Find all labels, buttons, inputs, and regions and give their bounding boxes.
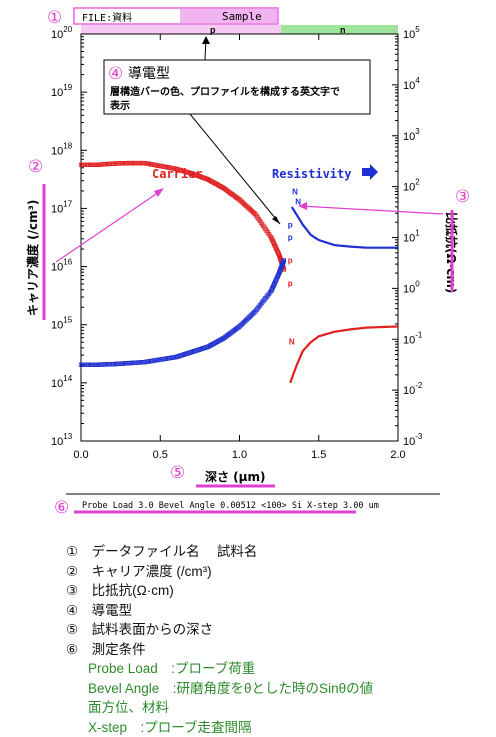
condition-probe-load: Probe Load :プローブ荷重 <box>66 659 486 679</box>
type-marker: p <box>288 233 293 242</box>
annotation-line1: 層構造バーの色、プロファイルを構成する英文字で <box>110 85 340 98</box>
y-right-tick-label: 101 <box>403 229 420 245</box>
carrier-label: Carrier <box>152 167 203 181</box>
y-left-tick-label: 1013 <box>51 432 73 448</box>
x-tick-label: 1.5 <box>311 449 326 461</box>
y-right-tick-label: 10-2 <box>403 381 423 397</box>
x-tick-label: 1.0 <box>232 449 247 461</box>
legend-item-5: ⑤ 試料表面からの深さ <box>66 620 486 640</box>
y-left-tick-label: 1014 <box>51 374 73 390</box>
type-marker: N <box>292 187 298 196</box>
y-left-tick-label: 1017 <box>51 199 73 215</box>
y-right-tick-label: 103 <box>403 127 420 143</box>
legend-item-2: ② キャリア濃度 (/cm³) <box>66 562 486 582</box>
y-right-tick-label: 10-3 <box>403 432 423 448</box>
x-tick-label: 0.0 <box>73 449 88 461</box>
condition-x-step: X-step :プローブ走査間隔 <box>66 718 486 737</box>
y-left-title: キャリア濃度 (/cm³) <box>25 200 40 316</box>
y-left-tick-label: 1018 <box>51 141 73 157</box>
x-tick-label: 0.5 <box>153 449 168 461</box>
condition-bevel-angle: Bevel Angle :研磨角度をθとした時のSinθの値 <box>66 679 486 699</box>
y-left-tick-label: 1019 <box>51 83 73 99</box>
y-left-tick-label: 1015 <box>51 316 73 332</box>
type-marker: p <box>288 256 293 265</box>
series-line-1 <box>290 327 398 383</box>
type-marker: p <box>288 279 293 288</box>
callout-3: ③ <box>455 187 470 207</box>
annotation-arrowhead-2 <box>202 36 210 44</box>
callout-4: ④ <box>108 64 123 84</box>
type-marker: p <box>288 220 293 229</box>
callout-6: ⑥ <box>54 498 69 518</box>
callout-2: ② <box>28 157 43 177</box>
annotation-pointer-1 <box>190 114 280 224</box>
legend-item-1: ① データファイル名 試料名 <box>66 542 486 562</box>
series-line-3 <box>292 207 398 248</box>
annotation-arrowhead-1 <box>272 216 280 224</box>
annotation-title: 導電型 <box>128 66 170 82</box>
callout-arrow-3 <box>300 206 443 214</box>
x-axis-title: 深さ (μm) <box>205 469 265 484</box>
sample-label: Sample <box>222 10 262 23</box>
series-layer <box>79 161 398 383</box>
legend-item-6: ⑥ 測定条件 <box>66 640 486 660</box>
x-tick-label: 2.0 <box>390 449 405 461</box>
type-marker: N <box>289 337 295 346</box>
condition-orientation: 面方位、材料 <box>66 698 486 718</box>
y-right-tick-label: 10-1 <box>403 330 423 346</box>
y-right-tick-label: 105 <box>403 25 420 41</box>
callout-5: ⑤ <box>170 463 185 483</box>
legend-item-4: ④ 導電型 <box>66 601 486 621</box>
p-type-bar <box>81 25 281 34</box>
y-right-tick-label: 104 <box>403 76 420 92</box>
legend-item-3: ③ 比抵抗(Ω·cm) <box>66 581 486 601</box>
conditions-text: Probe Load 3.0 Bevel Angle 0.00512 <100>… <box>82 501 379 511</box>
y-left-tick-label: 1016 <box>51 258 73 274</box>
y-right-tick-label: 100 <box>403 279 420 295</box>
arrow-right-icon <box>362 164 378 180</box>
annotation-line2: 表示 <box>109 99 130 112</box>
legend: ① データファイル名 試料名 ② キャリア濃度 (/cm³) ③ 比抵抗(Ω·c… <box>66 542 486 737</box>
callout-arrowhead-2 <box>154 188 164 197</box>
callout-1: ① <box>47 8 62 28</box>
file-label: FILE:資料 <box>82 11 132 24</box>
y-right-tick-label: 102 <box>403 178 420 194</box>
resistivity-label: Resistivity <box>272 167 351 181</box>
